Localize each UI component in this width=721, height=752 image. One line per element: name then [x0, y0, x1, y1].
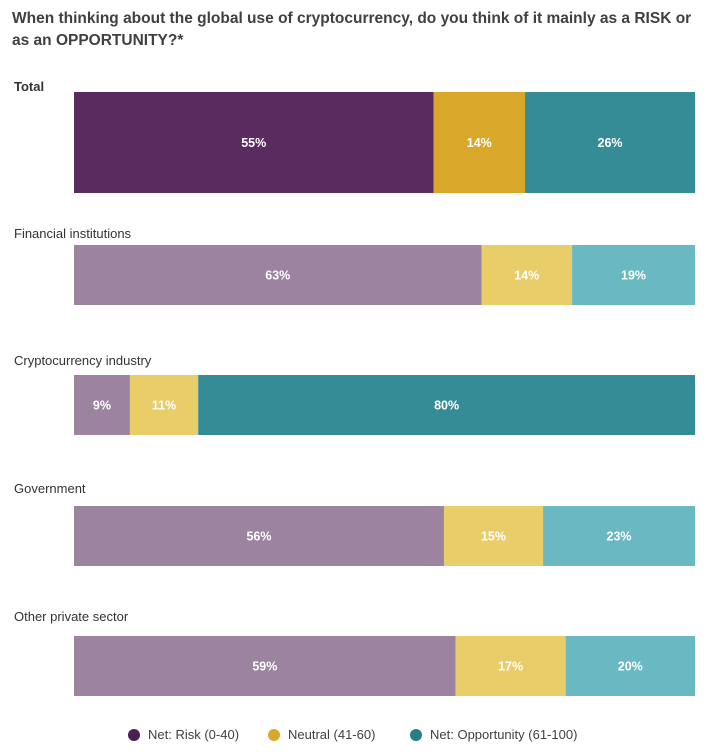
data-label-neutral-other-private-sector: 17%	[498, 660, 523, 674]
bar-risk-cryptocurrency-industry	[74, 375, 130, 435]
bar-neutral-government	[443, 506, 544, 566]
bar-neutral-total	[433, 92, 526, 193]
bar-risk-other-private-sector	[74, 636, 456, 696]
bar-opportunity-total	[525, 92, 695, 193]
legend-swatch-risk	[128, 728, 140, 741]
category-label-other-private-sector: Other private sector	[14, 609, 129, 624]
legend-label-risk: Net: Risk (0-40)	[148, 727, 240, 742]
data-label-neutral-government: 15%	[481, 530, 506, 544]
legend-label-neutral: Neutral (41-60)	[288, 727, 376, 742]
bar-neutral-other-private-sector	[455, 636, 566, 696]
data-label-opportunity-government: 23%	[607, 530, 632, 544]
data-label-neutral-financial-institutions: 14%	[514, 269, 539, 283]
category-label-government: Government	[14, 481, 86, 496]
legend-item-neutral: Neutral (41-60)	[268, 727, 375, 742]
bar-risk-total	[74, 92, 434, 193]
legend-swatch-opportunity	[410, 728, 422, 741]
legend: Net: Risk (0-40) Neutral (41-60) Net: Op…	[0, 727, 721, 751]
legend-item-risk: Net: Risk (0-40)	[128, 727, 239, 742]
data-label-opportunity-total: 26%	[598, 136, 623, 150]
bar-neutral-financial-institutions	[481, 245, 573, 305]
bar-opportunity-other-private-sector	[565, 636, 696, 696]
data-label-opportunity-other-private-sector: 20%	[618, 660, 643, 674]
bar-risk-government	[74, 506, 444, 566]
bar-opportunity-government	[543, 506, 695, 566]
data-label-risk-financial-institutions: 63%	[265, 269, 290, 283]
category-label-total: Total	[14, 79, 44, 94]
data-label-opportunity-cryptocurrency-industry: 80%	[434, 399, 459, 413]
bar-opportunity-cryptocurrency-industry	[198, 375, 695, 435]
legend-item-opportunity: Net: Opportunity (61-100)	[410, 727, 577, 742]
data-label-opportunity-financial-institutions: 19%	[621, 269, 646, 283]
data-label-risk-government: 56%	[246, 530, 271, 544]
bar-risk-financial-institutions	[74, 245, 482, 305]
bar-opportunity-financial-institutions	[572, 245, 695, 305]
data-label-risk-other-private-sector: 59%	[252, 660, 277, 674]
data-label-neutral-cryptocurrency-industry: 11%	[152, 399, 176, 413]
bar-neutral-cryptocurrency-industry	[129, 375, 199, 435]
stacked-bar-chart: Total 55% 14% 26% Financial institutions 63% 1…	[14, 79, 696, 696]
data-label-risk-total: 55%	[241, 136, 266, 150]
category-label-cryptocurrency-industry: Cryptocurrency industry	[14, 353, 152, 368]
category-label-financial-institutions: Financial institutions	[14, 226, 132, 241]
data-label-neutral-total: 14%	[467, 136, 492, 150]
legend-swatch-neutral	[268, 728, 280, 741]
chart-title: When thinking about the global use of cr…	[12, 10, 692, 49]
legend-label-opportunity: Net: Opportunity (61-100)	[430, 727, 578, 742]
data-label-risk-cryptocurrency-industry: 9%	[93, 399, 111, 413]
